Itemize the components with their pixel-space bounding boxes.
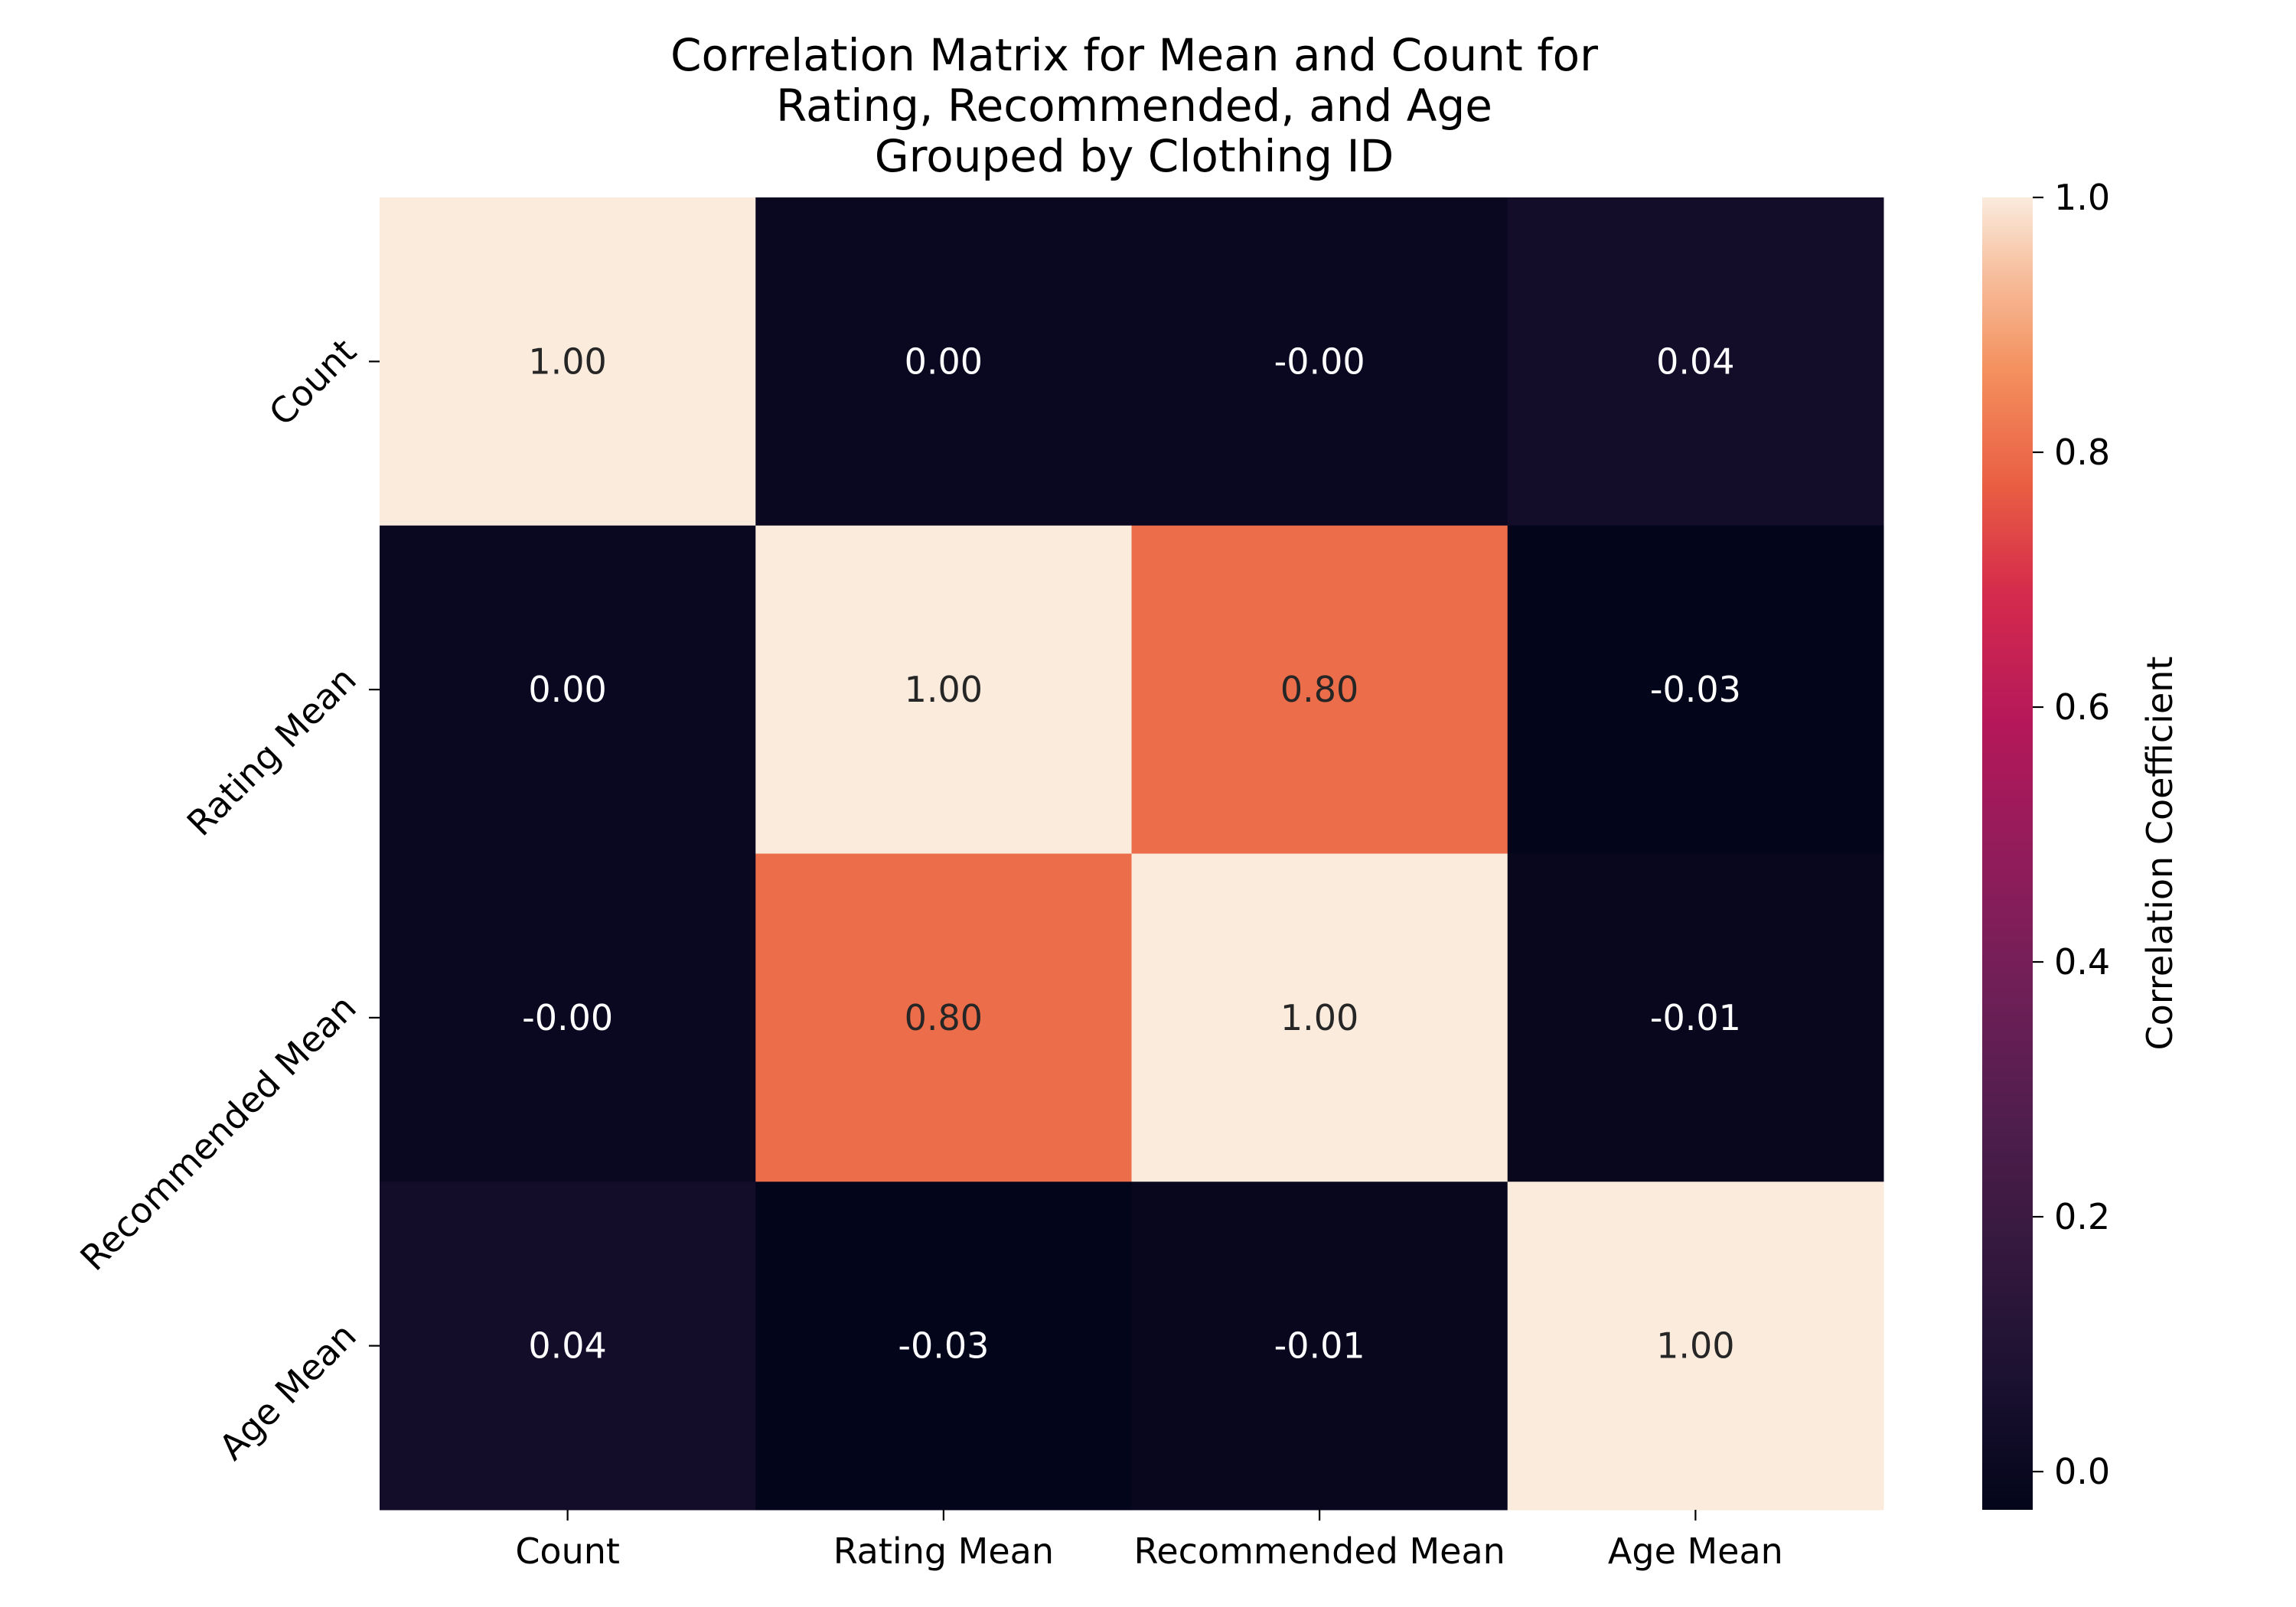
heatmap-cells [380,197,1884,1511]
cell-value-label: 0.80 [905,997,983,1038]
y-axis: Count Rating Mean Recommended Mean Age Mean [72,331,380,1468]
cell-value-label: -0.01 [1650,997,1741,1038]
x-tick-label: Age Mean [1608,1530,1783,1572]
heatmap-cell [755,525,1132,854]
colorbar-tick-label: 0.2 [2054,1196,2110,1237]
cell-value-label: -0.01 [1274,1325,1365,1367]
heatmap-cell [1507,1182,1884,1511]
heatmap-cell [1507,197,1884,526]
heatmap-cell [755,853,1132,1182]
colorbar-label: Correlation Coefficient [2139,657,2180,1051]
cell-value-label: 1.00 [1656,1325,1734,1367]
heatmap-cell [380,525,756,854]
cell-value-label: 0.04 [528,1325,606,1367]
chart-title-line-1: Correlation Matrix for Mean and Count fo… [670,29,1598,81]
colorbar-tick-label: 0.6 [2054,686,2110,728]
cell-value-label: 0.00 [528,669,606,710]
chart-title: Correlation Matrix for Mean and Count fo… [670,29,1598,182]
y-tick-label: Recommended Mean [72,986,364,1278]
colorbar-gradient [1982,197,2033,1510]
cell-value-label: -0.00 [1274,341,1365,382]
heatmap-cell-labels: 1.00 0.00 -0.00 0.04 0.00 1.00 0.80 -0.03 -0.00 0… [522,341,1741,1366]
heatmap-cell [1131,853,1508,1182]
cell-value-label: 1.00 [1280,997,1358,1038]
heatmap-cell [755,197,1132,526]
heatmap-cell [1507,525,1884,854]
chart-title-line-3: Grouped by Clothing ID [875,130,1394,182]
cell-value-label: 1.00 [905,669,983,710]
heatmap-cell [1507,853,1884,1182]
y-tick-label: Count [261,331,364,434]
colorbar-tick-label: 1.0 [2054,177,2110,218]
cell-value-label: 0.00 [905,341,983,382]
x-tick-label: Rating Mean [833,1530,1054,1572]
heatmap-cell [1131,197,1508,526]
colorbar-tick-label: 0.8 [2054,432,2110,473]
cell-value-label: -0.03 [898,1325,989,1367]
x-axis: Count Rating Mean Recommended Mean Age Mean [515,1510,1783,1572]
heatmap-cell [380,197,756,526]
heatmap-cell [380,853,756,1182]
x-tick-label: Count [515,1530,620,1572]
cell-value-label: 1.00 [528,341,606,382]
y-tick-label: Age Mean [211,1315,364,1468]
cell-value-label: 0.04 [1656,341,1734,382]
cell-value-label: 0.80 [1280,669,1358,710]
colorbar: 0.0 0.2 0.4 0.6 0.8 1.0 Correlation Coefficie… [1982,177,2180,1510]
colorbar-tick-label: 0.4 [2054,941,2110,983]
cell-value-label: -0.03 [1650,669,1741,710]
heatmap-cell [1131,525,1508,854]
y-tick-label: Rating Mean [179,659,364,844]
chart-title-line-2: Rating, Recommended, and Age [776,80,1492,132]
colorbar-tick-label: 0.0 [2054,1451,2110,1492]
colorbar-ticks: 0.0 0.2 0.4 0.6 0.8 1.0 [2033,177,2110,1492]
heatmap-cell [1131,1182,1508,1511]
heatmap-cell [755,1182,1132,1511]
cell-value-label: -0.00 [522,997,613,1038]
heatmap-cell [380,1182,756,1511]
x-tick-label: Recommended Mean [1133,1530,1505,1572]
